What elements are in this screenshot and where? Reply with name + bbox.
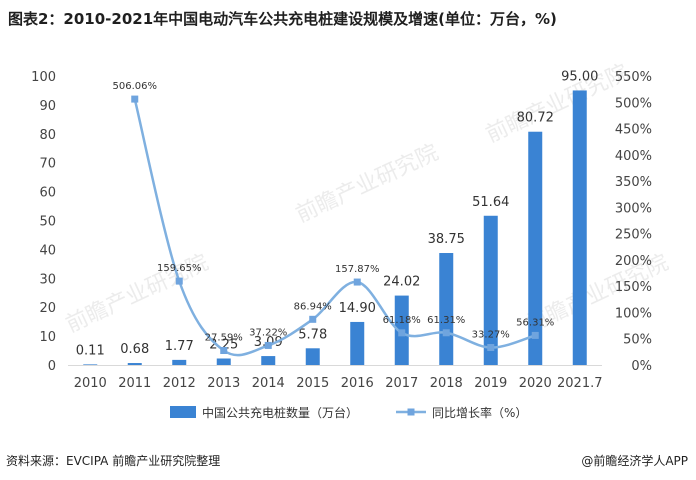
right-axis-tick: 550% [615,70,652,85]
left-axis-tick: 90 [39,99,56,114]
growth-point-2012 [175,277,183,285]
x-axis-tick: 2011 [118,376,151,391]
growth-rate-line [133,98,536,357]
x-axis-tick: 2015 [296,376,329,391]
growth-point-2014 [264,341,272,349]
bar-2020 [528,131,543,365]
growth-point-2011 [131,95,139,103]
x-axis-tick: 2012 [163,376,196,391]
growth-value-label: 37.22% [249,327,287,338]
left-axis-tick: 30 [39,272,56,287]
watermark-text: 前瞻产业研究院 [482,60,632,148]
legend-bar-label: 中国公共充电桩数量（万台） [202,405,358,420]
bar-value-label: 5.78 [298,327,327,342]
growth-value-label: 159.65% [157,263,202,274]
legend-line-marker [407,408,415,416]
growth-value-label: 86.94% [294,301,332,312]
growth-value-label: 56.31% [516,317,554,328]
x-axis-tick: 2014 [252,376,285,391]
bar-value-label: 80.72 [517,111,554,126]
growth-point-2019 [487,344,495,352]
bar-value-label: 0.11 [76,344,105,359]
bar-value-label: 2.25 [209,337,238,352]
x-axis-tick: 2013 [207,376,240,391]
left-axis-tick: 80 [39,128,56,143]
bar-2010 [83,364,98,365]
bar-2019 [483,215,498,365]
bar-value-label: 38.75 [428,232,465,247]
growth-point-2017 [398,329,406,337]
bar-value-label: 1.77 [165,339,194,354]
growth-point-2013 [220,347,228,355]
bar-2016 [350,321,365,365]
growth-value-label: 157.87% [335,264,380,275]
left-axis-tick: 50 [39,215,56,230]
bar-value-label: 14.90 [339,301,376,316]
right-axis-tick: 450% [615,123,652,138]
left-axis-tick: 70 [39,157,56,172]
source-note: 资料来源：EVCIPA 前瞻产业研究院整理 [6,454,221,468]
left-axis-tick: 10 [39,330,56,345]
right-axis-tick: 0% [631,359,652,374]
x-axis-tick: 2020 [519,376,552,391]
growth-value-label: 506.06% [113,81,158,92]
right-axis-tick: 50% [623,333,652,348]
bar-value-label: 95.00 [561,69,598,84]
bar-value-label: 24.02 [383,275,420,290]
legend-bar-swatch [170,406,196,418]
x-axis-tick: 2018 [430,376,463,391]
left-axis-tick: 20 [39,301,56,316]
left-axis-tick: 0 [48,359,56,374]
x-axis-tick: 2017 [385,376,418,391]
growth-value-label: 61.31% [427,315,465,326]
right-axis-tick: 200% [615,254,652,269]
brand-credit: @前瞻经济学人APP [581,454,688,468]
growth-value-label: 33.27% [472,330,510,341]
chart-title: 图表2：2010-2021年中国电动汽车公共充电桩建设规模及增速(单位：万台，%… [8,10,557,28]
right-axis-tick: 250% [615,228,652,243]
growth-value-label: 61.18% [383,315,421,326]
bar-2021.7 [572,90,587,365]
x-axis-tick: 2016 [341,376,374,391]
bar-2012 [172,359,187,365]
growth-point-2018 [442,329,450,337]
x-axis-tick: 2010 [74,376,107,391]
watermark-text: 前瞻产业研究院 [292,140,442,228]
right-axis-tick: 300% [615,201,652,216]
left-axis-tick: 40 [39,243,56,258]
bar-value-label: 0.68 [120,342,149,357]
left-axis-tick: 60 [39,186,56,201]
bar-2018 [439,253,454,365]
right-axis-tick: 500% [615,96,652,111]
right-axis-tick: 350% [615,175,652,190]
bar-value-label: 51.64 [472,195,509,210]
legend-line-label: 同比增长率（%） [432,405,527,420]
bar-2013 [216,358,231,365]
right-axis-tick: 150% [615,280,652,295]
growth-point-2020 [531,331,539,339]
bar-2011 [127,363,142,365]
left-axis-tick: 100 [31,70,56,85]
growth-value-label: 27.59% [205,333,243,344]
growth-point-2016 [353,278,361,286]
x-axis-tick: 2019 [474,376,507,391]
x-axis-tick: 2021.7 [557,376,603,391]
chart-canvas: 前瞻产业研究院前瞻产业研究院前瞻产业研究院前瞻产业研究院010203040506… [31,60,672,420]
bar-2015 [305,348,320,365]
right-axis-tick: 400% [615,149,652,164]
right-axis-tick: 100% [615,306,652,321]
bar-2014 [261,356,276,365]
growth-point-2015 [309,315,317,323]
